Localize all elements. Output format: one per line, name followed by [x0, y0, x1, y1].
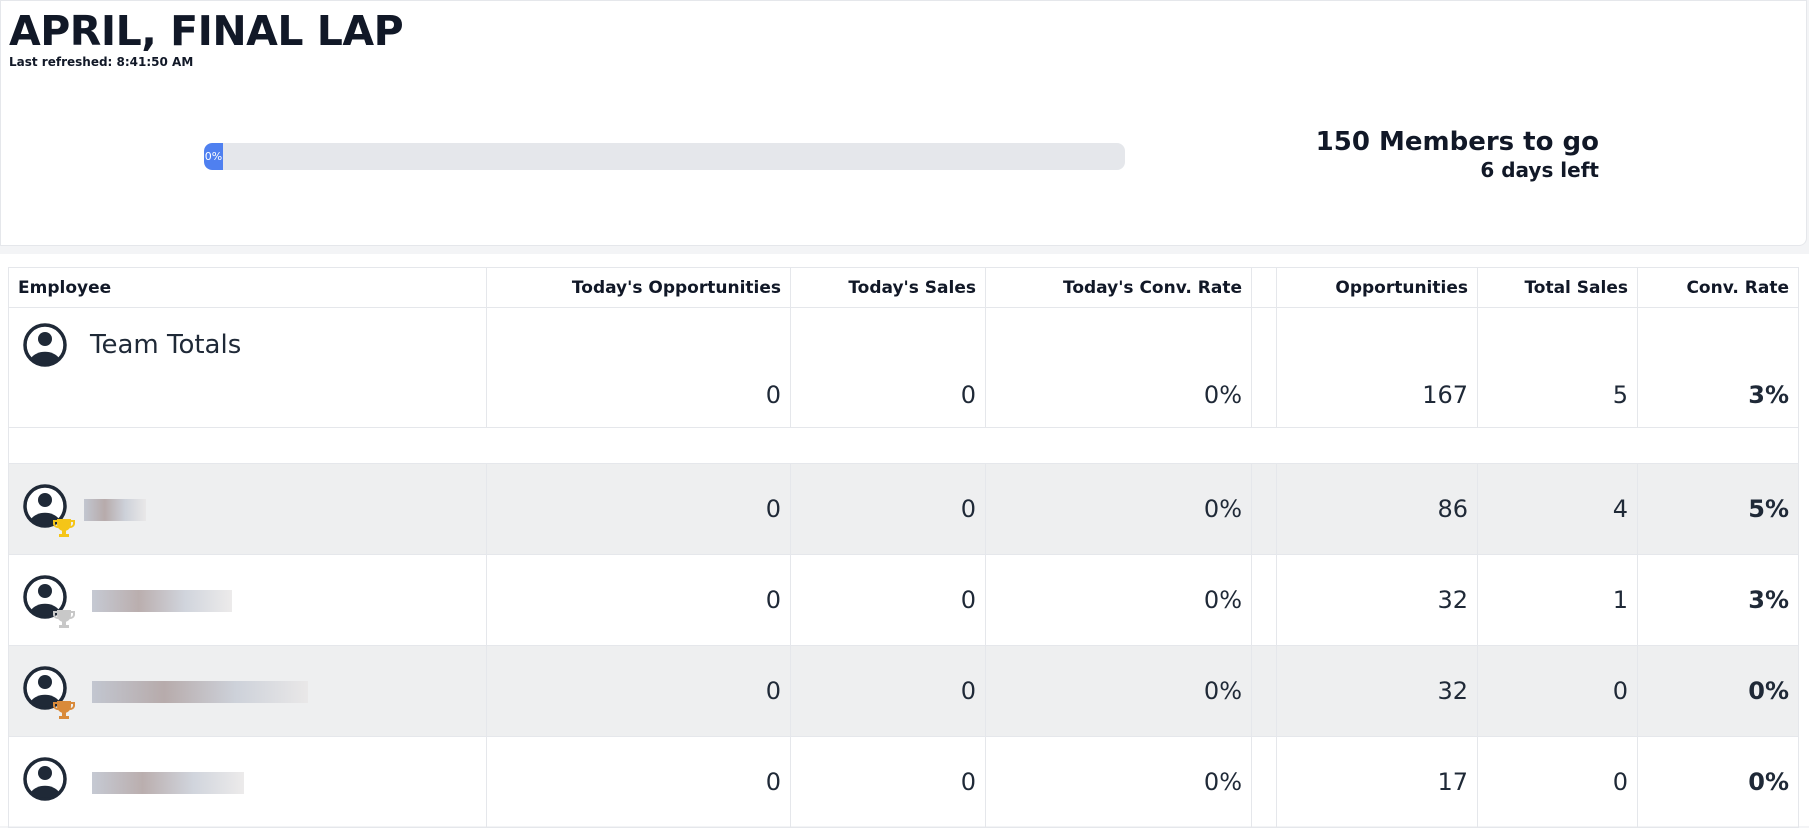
- cell: 0: [1477, 736, 1638, 828]
- cell: 1: [1477, 554, 1638, 646]
- cell: 17: [1276, 736, 1478, 828]
- cell: 0%: [985, 307, 1252, 428]
- redacted-name: [92, 772, 244, 794]
- employee: [18, 752, 477, 812]
- column-header: Total Sales: [1477, 267, 1638, 308]
- gap-cell: [8, 427, 1799, 464]
- column-header: Employee: [8, 267, 487, 308]
- cell: 4: [1477, 463, 1638, 555]
- goal-text: 150 Members to go: [1315, 127, 1599, 157]
- progress-bar: 0%: [204, 143, 1125, 170]
- column-header: Conv. Rate: [1637, 267, 1799, 308]
- cell: 86: [1276, 463, 1478, 555]
- column-header: Today's Sales: [790, 267, 986, 308]
- cell: 0: [790, 736, 986, 828]
- days-left: 6 days left: [1480, 158, 1599, 182]
- gap-row: [8, 427, 1799, 464]
- employee-row: 0 0 0% 86 4 5%: [8, 463, 1799, 555]
- avatar: [23, 484, 75, 537]
- spacer-cell: [1251, 645, 1277, 737]
- employee: [18, 479, 477, 539]
- cell: 3%: [1637, 554, 1799, 646]
- cell: 0: [486, 554, 791, 646]
- employee-row: 0 0 0% 32 0 0%: [8, 645, 1799, 737]
- cell: 0%: [1637, 736, 1799, 828]
- cell: 167: [1276, 307, 1478, 428]
- spacer-cell: [1251, 736, 1277, 828]
- cell: 0%: [985, 645, 1252, 737]
- spacer-cell: [1251, 307, 1277, 428]
- cell: 5: [1477, 307, 1638, 428]
- cell: 0: [790, 554, 986, 646]
- cell: 0: [790, 307, 986, 428]
- cell: 0: [486, 645, 791, 737]
- avatar: [23, 757, 67, 801]
- employee-row: 0 0 0% 17 0 0%: [8, 736, 1799, 828]
- column-header: Today's Conv. Rate: [985, 267, 1252, 308]
- progress-fill: 0%: [204, 143, 223, 170]
- spacer-header: [1251, 267, 1277, 308]
- employee-cell: [8, 463, 487, 555]
- cell: 5%: [1637, 463, 1799, 555]
- avatar: [23, 666, 75, 719]
- spacer-cell: [1251, 463, 1277, 555]
- employee-cell: [8, 736, 487, 828]
- redacted-name: [92, 681, 308, 703]
- cell: 3%: [1637, 307, 1799, 428]
- cell: 0: [790, 463, 986, 555]
- cell: 0: [486, 307, 791, 428]
- avatar: [23, 323, 67, 367]
- cell: 0: [486, 463, 791, 555]
- employee-cell: [8, 645, 487, 737]
- employee-cell: [8, 554, 487, 646]
- employee: [18, 661, 477, 721]
- employee-row: 0 0 0% 32 1 3%: [8, 554, 1799, 646]
- employee: Team Totals: [18, 318, 477, 378]
- totals-row: Team Totals 0 0 0% 167 5 3%: [8, 307, 1799, 428]
- cell: 32: [1276, 645, 1478, 737]
- spacer-cell: [1251, 554, 1277, 646]
- employee: [18, 570, 477, 630]
- cell: 0%: [985, 554, 1252, 646]
- cell: 0%: [1637, 645, 1799, 737]
- header-card: APRIL, FINAL LAP Last refreshed: 8:41:50…: [0, 0, 1807, 246]
- column-header: Today's Opportunities: [486, 267, 791, 308]
- table-card: Employee Today's Opportunities Today's Sal…: [0, 254, 1809, 828]
- employee-cell: Team Totals: [8, 307, 487, 428]
- title: APRIL, FINAL LAP: [9, 7, 404, 55]
- cell: 0: [486, 736, 791, 828]
- avatar: [23, 575, 75, 628]
- cell: 0%: [985, 736, 1252, 828]
- cell: 0: [790, 645, 986, 737]
- column-header: Opportunities: [1276, 267, 1478, 308]
- cell: 0%: [985, 463, 1252, 555]
- team-totals-label: Team Totals: [90, 330, 242, 360]
- cell: 0: [1477, 645, 1638, 737]
- redacted-name: [92, 590, 232, 612]
- leaderboard: Employee Today's Opportunities Today's Sal…: [8, 267, 1799, 828]
- header-row: Employee Today's Opportunities Today's Sal…: [8, 267, 1799, 308]
- last-refreshed: Last refreshed: 8:41:50 AM: [9, 55, 194, 69]
- redacted-name: [84, 499, 146, 521]
- cell: 32: [1276, 554, 1478, 646]
